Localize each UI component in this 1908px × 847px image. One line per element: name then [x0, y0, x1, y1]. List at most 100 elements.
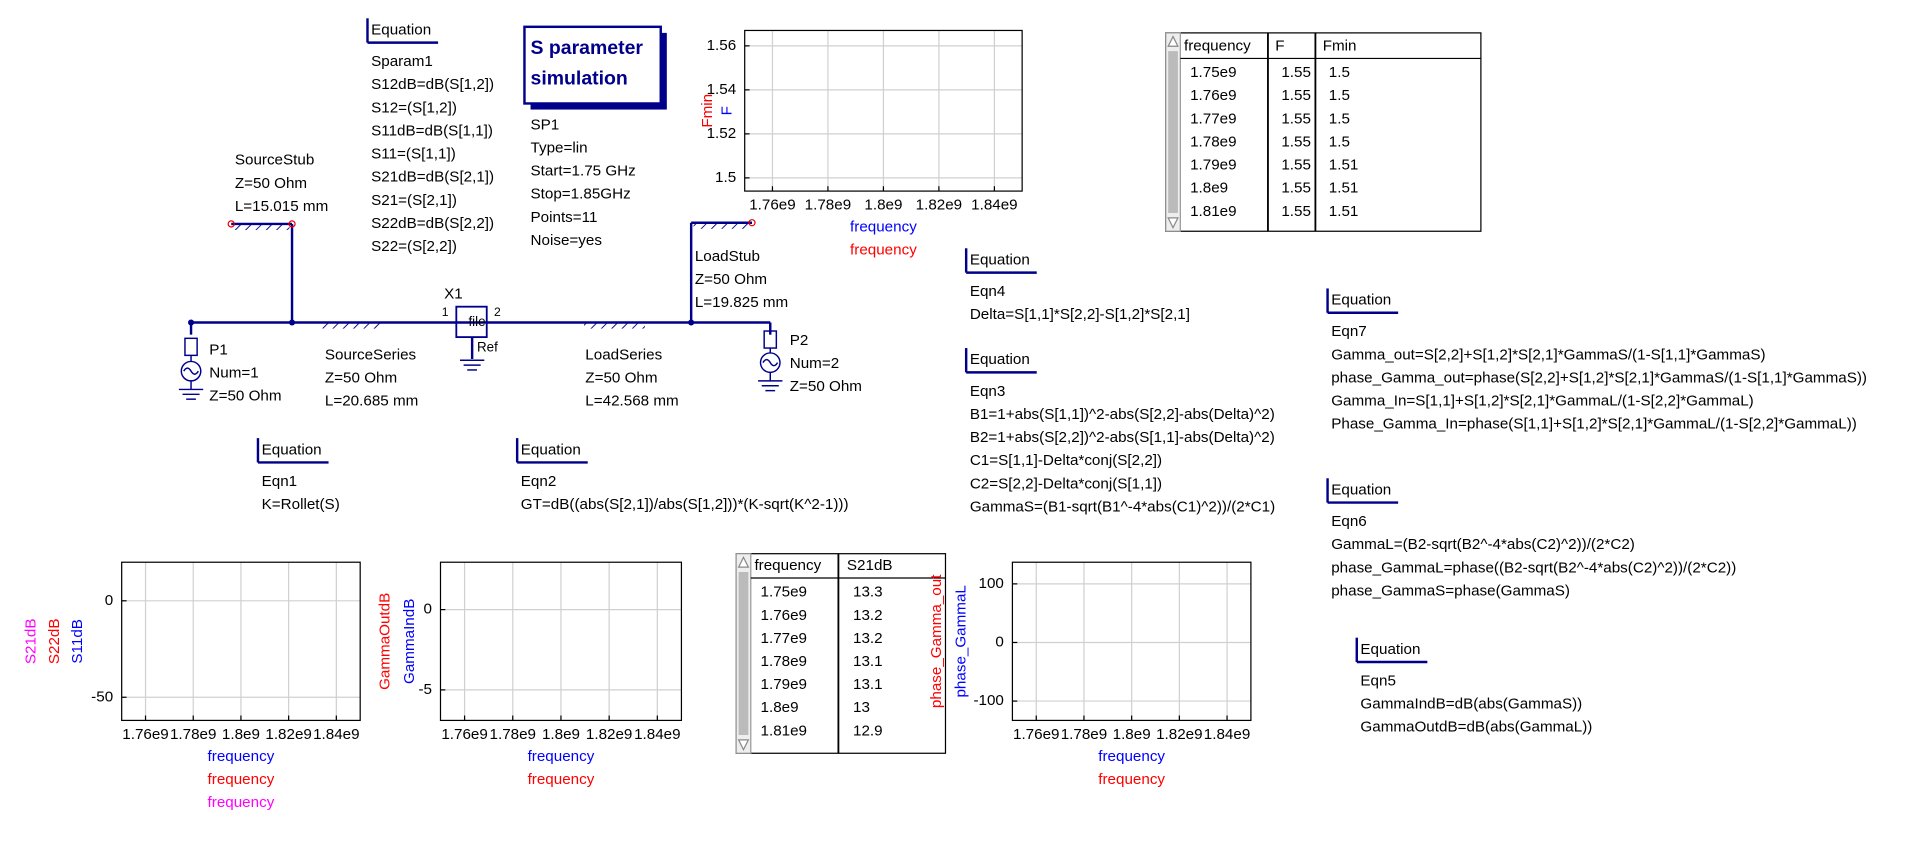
equation-name: Eqn7 — [1331, 323, 1367, 340]
equation-line: S11dB=dB(S[1,1]) — [371, 122, 493, 139]
equation-header: Equation — [970, 251, 1030, 268]
equation-line: GammaIndB=dB(abs(GammaS)) — [1360, 696, 1582, 713]
x-tick-label: 1.78e9 — [490, 726, 537, 743]
component-param: Z=50 Ohm — [585, 369, 657, 386]
component-param: L=15.015 mm — [235, 198, 328, 215]
equation-line: K=Rollet(S) — [262, 496, 340, 513]
table-cell: 1.77e9 — [1190, 110, 1237, 127]
x-tick-label: 1.76e9 — [441, 726, 488, 743]
x-tick-label: 1.76e9 — [1013, 726, 1060, 743]
component-param: Start=1.75 GHz — [531, 163, 636, 180]
table-cell: 1.8e9 — [761, 699, 799, 716]
x-tick-label: 1.76e9 — [749, 197, 796, 214]
equation-header: Equation — [371, 21, 431, 38]
equation-line: S21dB=dB(S[2,1]) — [371, 169, 494, 186]
equation-line: Delta=S[1,1]*S[2,2]-S[1,2]*S[2,1] — [970, 306, 1190, 323]
port-p2-symbol — [758, 330, 783, 392]
table-cell: 1.51 — [1329, 157, 1359, 174]
pin-label: 1 — [442, 305, 449, 319]
scroll-down-arrow[interactable] — [737, 739, 750, 751]
equation-line: S11=(S[1,1]) — [371, 146, 456, 163]
component-param: Points=11 — [531, 209, 598, 226]
subcircuit-symbol — [455, 305, 488, 371]
table-cell: 1.51 — [1329, 203, 1359, 220]
y-tick-label: 0 — [995, 634, 1003, 651]
subcircuit-symbol-label: file — [468, 314, 485, 329]
component-param: Type=lin — [531, 140, 588, 157]
table-cell: 13 — [853, 699, 870, 716]
scroll-down-arrow[interactable] — [1167, 217, 1179, 229]
table-cell: 1.55 — [1281, 133, 1311, 150]
wiring — [188, 222, 772, 335]
y-axis-label: GammaIndB — [401, 599, 418, 684]
scroll-up-arrow[interactable] — [737, 555, 750, 568]
component-param: L=20.685 mm — [325, 393, 418, 410]
table-cell: 1.5 — [1329, 64, 1350, 81]
table-cell: 13.2 — [853, 630, 883, 647]
y-tick-label: 1.52 — [707, 125, 737, 142]
equation-line: GammaL=(B2-sqrt(B2^-4*abs(C2)^2))/(2*C2) — [1331, 536, 1635, 553]
x-tick-label: 1.84e9 — [1204, 726, 1251, 743]
table-cell: 1.75e9 — [761, 584, 808, 601]
plot-frame — [744, 29, 1023, 192]
table-header: S21dB — [847, 557, 893, 574]
table-cell: 1.55 — [1281, 87, 1311, 104]
equation-name: Sparam1 — [371, 53, 433, 70]
ref-label: Ref — [477, 340, 498, 355]
table-cell: 1.76e9 — [1190, 87, 1237, 104]
equation-line: phase_Gamma_out=phase(S[2,2]+S[1,2]*S[2,… — [1331, 369, 1867, 386]
x-tick-label: 1.78e9 — [805, 197, 852, 214]
equation-name: Eqn3 — [970, 383, 1006, 400]
table-cell: 1.55 — [1281, 110, 1311, 127]
x-tick-label: 1.82e9 — [916, 197, 963, 214]
x-axis-label: frequency — [850, 242, 917, 259]
x-tick-label: 1.8e9 — [864, 197, 902, 214]
equation-line: S21=(S[2,1]) — [371, 192, 457, 209]
equation-line: phase_GammaL=phase((B2-sqrt(B2^-4*abs(C2… — [1331, 559, 1736, 576]
table-cell: 1.79e9 — [761, 676, 808, 693]
component-name: SourceSeries — [325, 346, 417, 363]
y-tick-label: -50 — [91, 688, 113, 705]
equation-name: Eqn6 — [1331, 513, 1367, 530]
y-axis-label: Fmin — [699, 94, 716, 128]
component-name: X1 — [444, 286, 463, 303]
y-axis-label: GammaOutdB — [377, 593, 394, 690]
table-cell: 13.1 — [853, 676, 883, 693]
table-frame — [1165, 32, 1482, 232]
equation-line: S12dB=dB(S[1,2]) — [371, 76, 494, 93]
component-name: LoadSeries — [585, 346, 662, 363]
table-header: frequency — [754, 557, 821, 574]
component-param: L=19.825 mm — [695, 294, 788, 311]
x-axis-label: frequency — [208, 748, 275, 765]
x-tick-label: 1.84e9 — [971, 197, 1018, 214]
component-param: Noise=yes — [531, 232, 603, 249]
x-tick-label: 1.78e9 — [170, 726, 217, 743]
equation-line: B1=1+abs(S[1,1])^2-abs(S[2,2]-abs(Delta)… — [970, 406, 1275, 423]
x-tick-label: 1.8e9 — [1113, 726, 1151, 743]
table-scroll-thumb[interactable] — [1168, 51, 1178, 213]
table-cell: 1.5 — [1329, 87, 1350, 104]
table-cell: 1.81e9 — [761, 722, 808, 739]
equation-header: Equation — [521, 441, 581, 458]
table-scroll-thumb[interactable] — [738, 571, 749, 736]
table-cell: 1.75e9 — [1190, 64, 1237, 81]
component-param: Z=50 Ohm — [235, 175, 307, 192]
x-tick-label: 1.78e9 — [1061, 726, 1108, 743]
source-stub-symbol — [227, 220, 296, 231]
scroll-up-arrow[interactable] — [1167, 35, 1179, 47]
equation-line: GT=dB((abs(S[2,1])/abs(S[1,2]))*(K-sqrt(… — [521, 496, 849, 513]
equation-line: S12=(S[1,2]) — [371, 99, 457, 116]
component-param: Num=1 — [209, 365, 258, 382]
equation-name: Eqn5 — [1360, 672, 1396, 689]
table-cell: 12.9 — [853, 722, 883, 739]
equation-line: Phase_Gamma_In=phase(S[1,1]+S[1,2]*S[2,1… — [1331, 416, 1857, 433]
table-cell: 1.79e9 — [1190, 157, 1237, 174]
port-p1-symbol — [178, 337, 204, 400]
equation-line: Gamma_out=S[2,2]+S[1,2]*S[2,1]*GammaS/(1… — [1331, 346, 1765, 363]
table-header: Fmin — [1323, 37, 1357, 54]
equation-header: Equation — [262, 441, 322, 458]
load-series-symbol — [584, 322, 645, 329]
component-name: P2 — [790, 332, 809, 349]
equation-line: GammaS=(B1-sqrt(B1^-4*abs(C1)^2))/(2*C1) — [970, 498, 1275, 515]
